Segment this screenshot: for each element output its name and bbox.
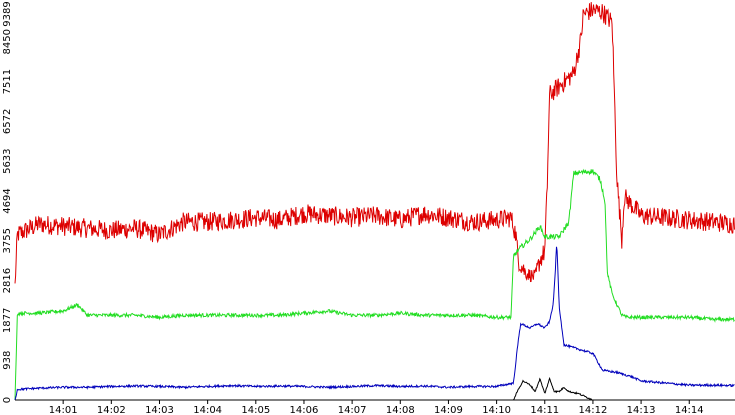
y-tick-label: 1877 bbox=[2, 308, 13, 333]
x-tick-label: 14:11 bbox=[530, 405, 559, 415]
x-tick-label: 14:05 bbox=[241, 405, 270, 415]
x-tick-label: 14:06 bbox=[290, 405, 319, 415]
x-tick-label: 14:03 bbox=[145, 405, 174, 415]
y-tick-label: 4694 bbox=[2, 188, 13, 213]
series-line-3 bbox=[14, 246, 735, 401]
y-tick-label: 0 bbox=[2, 397, 13, 403]
x-tick-label: 14:08 bbox=[386, 405, 415, 415]
x-tick-label: 14:02 bbox=[97, 405, 126, 415]
series-line-2 bbox=[14, 168, 735, 401]
y-tick-label: 3755 bbox=[2, 228, 13, 253]
x-tick-label: 14:01 bbox=[49, 405, 78, 415]
x-tick-label: 14:07 bbox=[338, 405, 367, 415]
x-tick-label: 14:04 bbox=[193, 405, 222, 415]
x-tick-label: 14:13 bbox=[627, 405, 656, 415]
y-tick-label: 5633 bbox=[2, 148, 13, 173]
y-axis-ticks: 0 938 1877 2816 3755 4694 5633 6572 7511 8450 9389 bbox=[2, 1, 13, 403]
x-tick-label: 14:10 bbox=[482, 405, 511, 415]
x-axis-ticks: 14:01 14:02 14:03 14:04 14:05 14:06 14:07 14:08… bbox=[49, 400, 704, 415]
y-tick-label: 2816 bbox=[2, 268, 13, 293]
y-tick-label: 9389 bbox=[2, 1, 13, 26]
x-tick-label: 14:14 bbox=[675, 405, 704, 415]
y-tick-label: 938 bbox=[2, 351, 13, 370]
x-tick-label: 14:09 bbox=[434, 405, 463, 415]
y-tick-label: 8450 bbox=[2, 29, 13, 54]
x-tick-label: 14:12 bbox=[579, 405, 608, 415]
y-tick-label: 7511 bbox=[2, 69, 13, 94]
series-line-1 bbox=[14, 2, 735, 284]
y-tick-label: 6572 bbox=[2, 109, 13, 134]
